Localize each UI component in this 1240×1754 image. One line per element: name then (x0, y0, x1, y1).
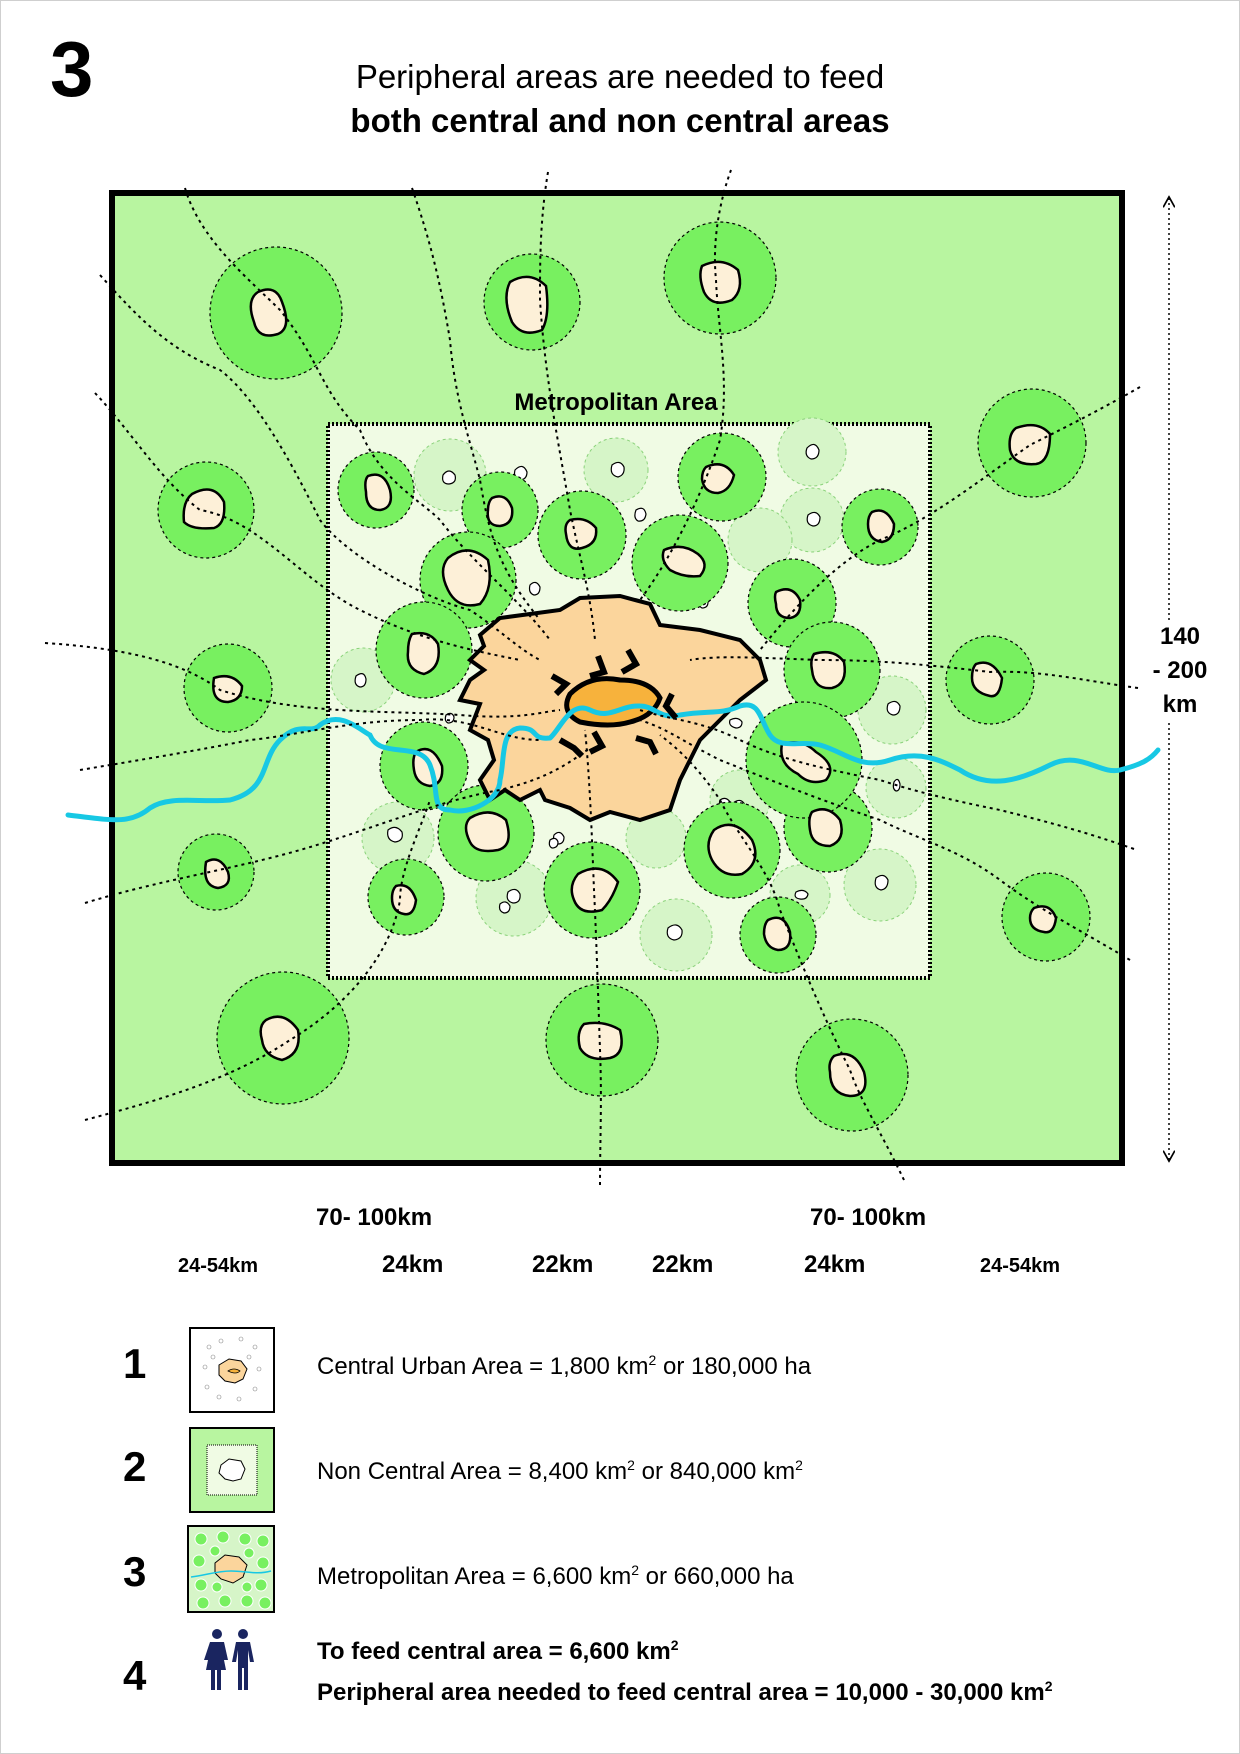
legend-text-2-suffix: or 840,000 km (634, 1458, 796, 1485)
legend-text-4-line-2-main: Peripheral area needed to feed central a… (317, 1679, 1045, 1706)
bottom-dimension-2: 24km (378, 1253, 448, 1277)
top-dimension-right: 70- 100km (806, 1206, 931, 1230)
bottom-dimension-4: 22km (648, 1253, 718, 1277)
legend-text-3-suffix: or 660,000 ha (638, 1563, 794, 1590)
legend-text-2-main: Non Central Area = 8,400 km (317, 1458, 628, 1485)
legend-text-4-line-1: To feed central area = 6,600 km2 (317, 1628, 1053, 1669)
figure-number: 3 (50, 25, 94, 113)
legend-text-1-main: Central Urban Area = 1,800 km (317, 1353, 649, 1380)
legend-number-1: 1 (123, 1340, 147, 1387)
legend-text-2: Non Central Area = 8,400 km2 or 840,000 … (317, 1458, 803, 1484)
legend-text-1-sup: 2 (648, 1352, 657, 1368)
central-core (564, 676, 663, 728)
legend-text-4: To feed central area = 6,600 km2 Periphe… (317, 1628, 1053, 1710)
legend-text-3-main: Metropolitan Area = 6,600 km (317, 1563, 632, 1590)
legend-text-1-suffix: or 180,000 ha (656, 1353, 812, 1380)
river (65, 702, 1161, 823)
bottom-dimension-5: 24km (800, 1253, 870, 1277)
title-line-1: Peripheral areas are needed to feed (355, 58, 885, 95)
vertical-dimension-label: 140 - 200 km (1140, 620, 1220, 722)
legend-text-4-line-2-sup: 2 (1044, 1678, 1053, 1694)
vertical-dimension-line-3: km (1162, 691, 1198, 718)
legend-text-4-line-1-sup: 2 (670, 1637, 679, 1653)
legend-text-4-line-2: Peripheral area needed to feed central a… (317, 1669, 1053, 1710)
legend-thumb-non-central (189, 1427, 275, 1513)
legend-thumb-central-urban (189, 1327, 275, 1413)
top-dimension-left: 70- 100km (312, 1206, 437, 1230)
legend-text-1: Central Urban Area = 1,800 km2 or 180,00… (317, 1353, 811, 1379)
metropolitan-diagram: Metropolitan Area (44, 169, 1240, 1186)
people-icon (204, 1629, 254, 1690)
bottom-dimension-3: 22km (528, 1253, 598, 1277)
vertical-dimension-line-1: 140 (1159, 623, 1201, 650)
bottom-dimension-6: 24-54km (976, 1256, 1065, 1276)
legend-number-2: 2 (123, 1443, 147, 1490)
legend-text-3: Metropolitan Area = 6,600 km2 or 660,000… (317, 1563, 794, 1589)
legend-text-2-suffix-sup: 2 (795, 1457, 803, 1473)
towns (182, 260, 1058, 1098)
legend-number-3: 3 (123, 1548, 147, 1595)
title-line-2: both central and non central areas (350, 102, 890, 139)
inflow-arrows (550, 648, 679, 759)
legend-text-3-sup: 2 (631, 1562, 639, 1578)
bottom-dimension-1: 24-54km (174, 1256, 263, 1276)
vertical-dimension-line-2: - 200 (1152, 657, 1208, 684)
legend-text-2-sup: 2 (627, 1457, 635, 1473)
legend-number-4: 4 (123, 1652, 147, 1699)
legend-text-4-line-1-main: To feed central area = 6,600 km (317, 1638, 671, 1665)
legend-thumb-metropolitan (187, 1525, 275, 1613)
supply-routes (44, 169, 1141, 1186)
metro-label: Metropolitan Area (514, 389, 718, 416)
